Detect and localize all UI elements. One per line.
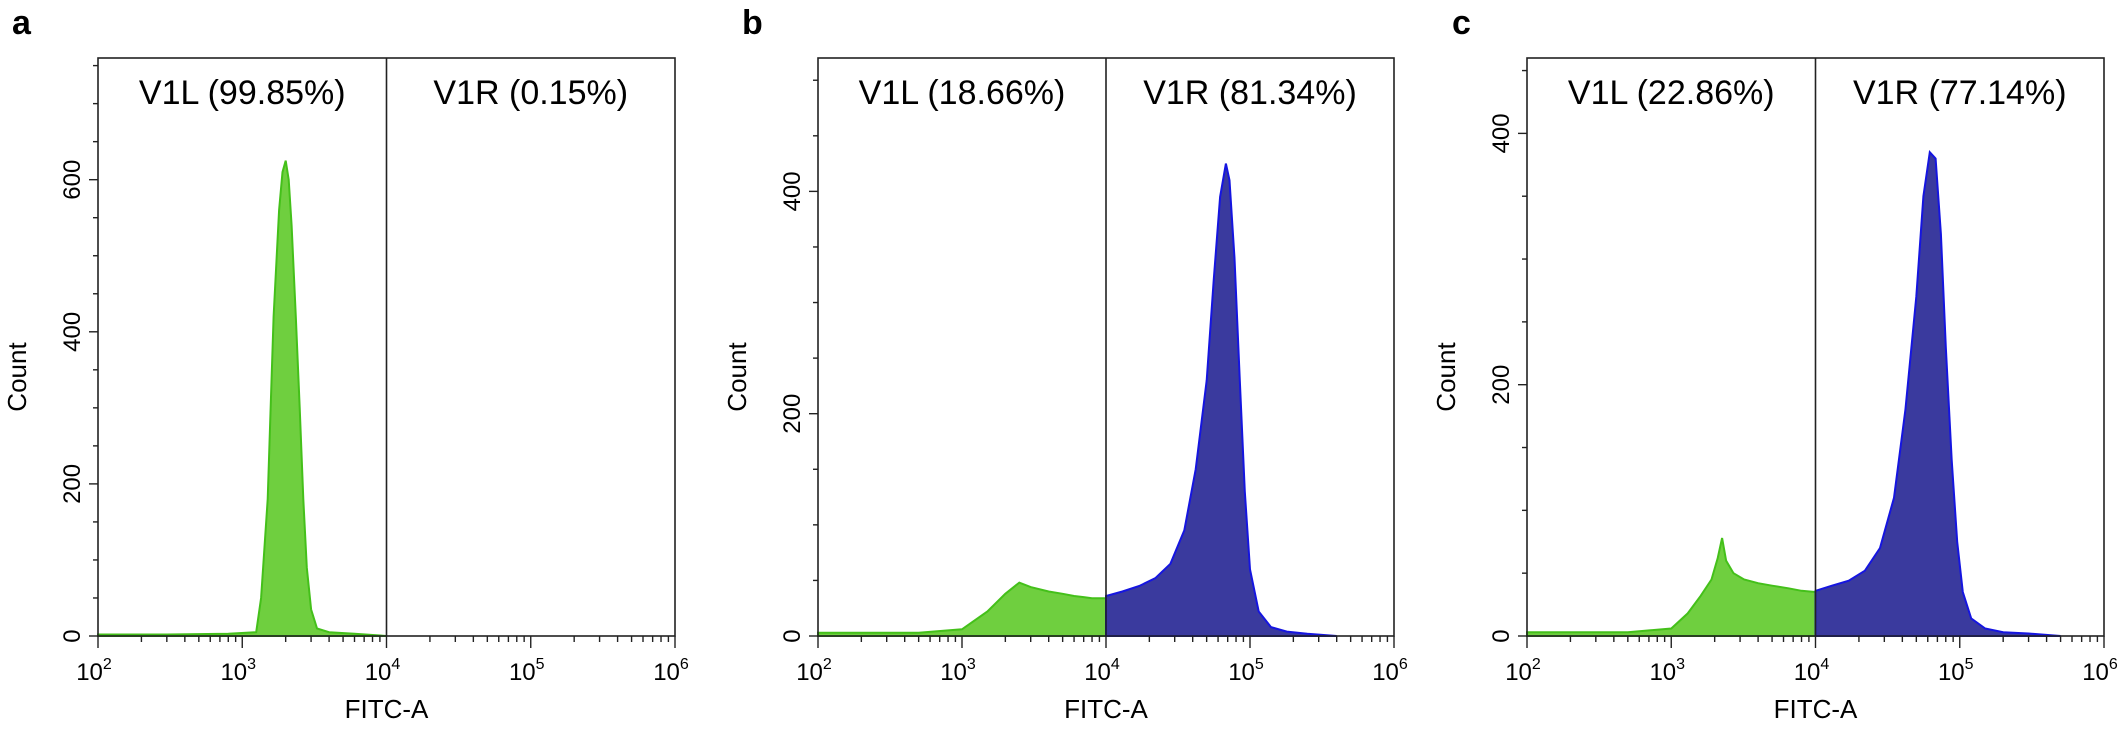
x-tick-label: 103 <box>220 656 256 686</box>
y-tick-label: 400 <box>1488 113 1515 153</box>
x-axis-title: FITC-A <box>1774 694 1858 724</box>
series-green-area <box>97 160 387 637</box>
series-green-area <box>1526 537 1817 637</box>
x-tick-label: 103 <box>1649 656 1685 686</box>
y-axis-title: Count <box>1431 342 1461 412</box>
y-tick-label: 0 <box>779 629 806 642</box>
panel-letter: c <box>1452 4 1471 42</box>
x-tick-label: 106 <box>2082 656 2118 686</box>
series-green-area <box>817 581 1107 637</box>
gate-label-v1r: V1R (81.34%) <box>1143 74 1357 112</box>
x-axis-title: FITC-A <box>1064 694 1148 724</box>
panel-c: c V1L (22.86%) V1R (77.14%) 102 103 104 105 106… <box>1431 4 2118 724</box>
x-tick-label: 104 <box>1084 656 1120 686</box>
x-tick-label: 102 <box>1505 656 1541 686</box>
series-blue-area <box>1814 149 2061 637</box>
panels-root: a V1L (99.85%) V1R (0.15%) 102 103 104 105 106 F… <box>2 4 2118 724</box>
x-tick-label: 105 <box>509 656 545 686</box>
gate-label-v1l: V1L (22.86%) <box>1568 74 1775 112</box>
panel-letter: a <box>12 4 32 42</box>
y-tick-label: 200 <box>59 464 86 504</box>
gate-label-v1r: V1R (0.15%) <box>433 74 628 112</box>
y-tick-label: 600 <box>59 160 86 200</box>
x-tick-label: 102 <box>76 656 112 686</box>
y-tick-label: 200 <box>779 394 806 434</box>
y-axis-title: Count <box>722 342 752 412</box>
x-axis-title: FITC-A <box>345 694 429 724</box>
panel-b: b V1L (18.66%) V1R (81.34%) 102 103 104 105 106… <box>722 4 1408 724</box>
x-tick-label: 102 <box>796 656 832 686</box>
gate-label-v1r: V1R (77.14%) <box>1853 74 2067 112</box>
x-tick-label: 105 <box>1938 656 1974 686</box>
panel-letter: b <box>742 4 763 42</box>
x-tick-label: 103 <box>940 656 976 686</box>
y-tick-label: 400 <box>779 171 806 211</box>
y-tick-label: 400 <box>59 312 86 352</box>
x-tick-label: 105 <box>1228 656 1264 686</box>
x-tick-label: 106 <box>1372 656 1408 686</box>
series-blue-area <box>1105 163 1337 637</box>
gate-label-v1l: V1L (99.85%) <box>139 74 346 112</box>
y-tick-label: 0 <box>59 629 86 642</box>
panel-a: a V1L (99.85%) V1R (0.15%) 102 103 104 105 106 F… <box>2 4 689 724</box>
x-tick-label: 106 <box>653 656 689 686</box>
x-tick-label: 104 <box>365 656 401 686</box>
gate-label-v1l: V1L (18.66%) <box>859 74 1066 112</box>
y-tick-label: 0 <box>1488 629 1515 642</box>
x-tick-label: 104 <box>1794 656 1830 686</box>
y-axis-title: Count <box>2 342 32 412</box>
y-tick-label: 200 <box>1488 365 1515 405</box>
